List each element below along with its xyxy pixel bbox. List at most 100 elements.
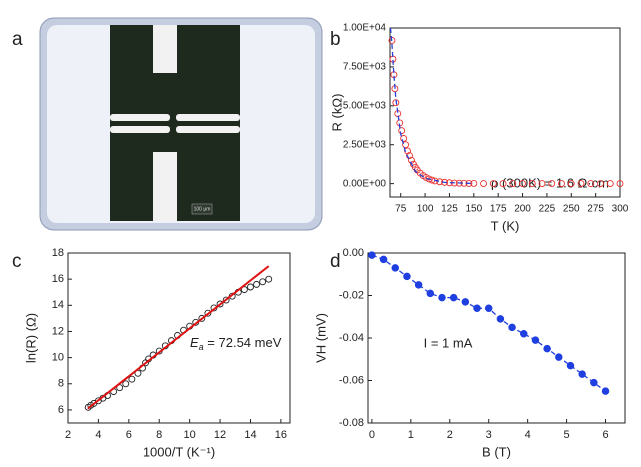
x-tick-label: 2 <box>65 429 71 441</box>
data-point <box>426 289 435 298</box>
data-point <box>601 387 610 395</box>
electrode <box>176 114 240 121</box>
data-point <box>543 344 551 353</box>
data-point <box>128 375 136 383</box>
data-point <box>531 336 540 344</box>
data-point <box>461 298 470 306</box>
electrode <box>110 126 170 133</box>
data-point <box>253 280 260 288</box>
data-point <box>438 293 446 302</box>
data-point <box>198 314 206 322</box>
data-point <box>391 264 400 272</box>
data-point <box>566 361 575 370</box>
y-tick-label: 0.00E+00 <box>343 178 387 189</box>
x-tick-label: 2 <box>447 429 453 441</box>
data-point <box>606 180 614 188</box>
panel-label: d <box>330 251 341 272</box>
panel-label: b <box>330 29 341 50</box>
data-point <box>473 304 481 313</box>
data-point <box>484 304 493 313</box>
x-tick-label: 3 <box>486 429 492 441</box>
x-tick-label: 14 <box>244 429 256 441</box>
x-axis-title: T (K) <box>491 218 520 233</box>
x-tick-label: 0 <box>369 429 375 441</box>
data-point <box>441 178 449 186</box>
annotation: I = 1 mA <box>424 335 473 350</box>
x-tick-label: 300 <box>612 204 629 215</box>
data-point <box>496 315 505 323</box>
data-point <box>222 296 230 304</box>
data-point <box>558 180 565 188</box>
annotation-sub: a <box>199 342 204 352</box>
data-point <box>204 309 212 317</box>
data-point <box>449 293 458 302</box>
x-tick-label: 100 <box>417 204 434 215</box>
x-tick-label: 250 <box>563 204 580 215</box>
electrode <box>110 114 170 121</box>
y-tick-label: -0.06 <box>339 374 364 386</box>
scale-box <box>191 203 213 215</box>
x-tick-label: 16 <box>275 429 287 441</box>
data-point <box>489 180 497 188</box>
plot-frame <box>389 27 621 198</box>
data-point <box>368 251 376 259</box>
x-tick-label: 75 <box>395 204 407 215</box>
data-point <box>548 180 556 188</box>
x-tick-label: 5 <box>564 429 570 441</box>
y-tick-label: 7.50E+03 <box>343 62 387 73</box>
data-point <box>403 272 411 281</box>
x-tick-label: 8 <box>156 429 162 441</box>
data-point <box>509 180 517 188</box>
y-tick-label: 14 <box>52 299 64 311</box>
x-tick-label: 125 <box>441 204 458 215</box>
panel-label: a <box>12 29 23 50</box>
data-point <box>402 141 410 149</box>
data-point <box>259 278 267 286</box>
x-tick-label: 150 <box>465 204 482 215</box>
x-tick-label: 175 <box>490 204 507 215</box>
y-axis-title: VH (mV) <box>313 313 328 363</box>
data-point <box>122 380 130 388</box>
data-point <box>400 135 408 142</box>
y-tick-label: 1.00E+04 <box>343 23 387 34</box>
x-tick-label: 12 <box>214 429 226 441</box>
data-point <box>425 175 433 183</box>
data-point <box>240 286 248 294</box>
data-point <box>247 283 254 291</box>
y-tick-label: -0.04 <box>339 332 364 344</box>
data-point <box>392 99 400 107</box>
x-tick-label: 6 <box>602 429 608 441</box>
y-tick-label: -0.02 <box>339 289 364 301</box>
data-point <box>480 180 488 187</box>
y-tick-label: 0.00 <box>343 247 364 259</box>
fit-line <box>87 265 270 410</box>
data-point <box>379 255 388 264</box>
data-point <box>538 180 546 188</box>
annotation: ρ (300K) = 1.6 Ω·cm <box>491 175 609 190</box>
x-tick-label: 200 <box>514 204 531 215</box>
y-tick-label: 2.50E+03 <box>343 139 387 150</box>
data-point <box>519 180 526 188</box>
data-point <box>528 180 536 188</box>
x-axis-title: 1000/T (K⁻¹) <box>143 444 215 459</box>
x-tick-label: 10 <box>184 429 196 441</box>
data-point <box>577 180 585 188</box>
y-tick-label: 16 <box>52 273 64 285</box>
y-tick-label: 18 <box>52 247 64 259</box>
x-tick-label: 4 <box>95 429 101 441</box>
annotation-symbol: E <box>190 335 199 350</box>
annotation: Ea = 72.54 meV <box>190 335 282 352</box>
data-point <box>265 275 273 283</box>
x-tick-label: 275 <box>587 204 604 215</box>
data-point <box>616 180 624 188</box>
data-point <box>216 300 224 308</box>
y-tick-label: 12 <box>52 325 64 337</box>
plot-frame <box>67 252 291 424</box>
x-tick-label: 4 <box>525 429 531 441</box>
data-point <box>398 127 406 135</box>
data-point <box>590 378 598 387</box>
data-point <box>597 180 604 188</box>
x-tick-label: 1 <box>408 429 414 441</box>
